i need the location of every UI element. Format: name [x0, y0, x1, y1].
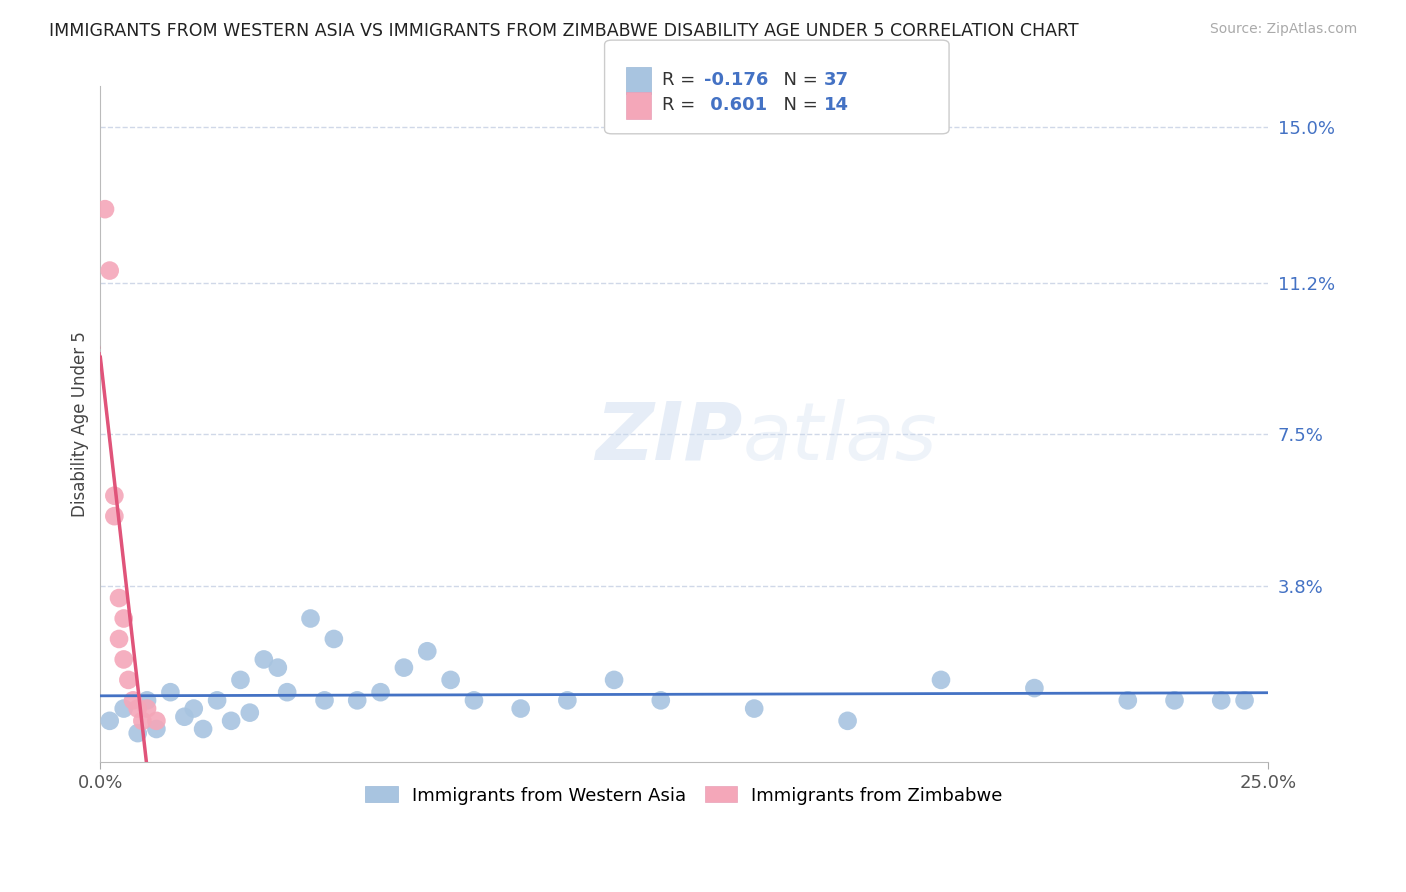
- Text: N =: N =: [772, 96, 824, 114]
- Point: [276, 685, 298, 699]
- Point: [1163, 693, 1185, 707]
- Point: [112, 701, 135, 715]
- Point: [1024, 681, 1046, 695]
- Point: [122, 693, 145, 707]
- Point: [136, 701, 159, 715]
- Point: [127, 701, 149, 715]
- Point: [108, 591, 131, 605]
- Text: 0.601: 0.601: [704, 96, 768, 114]
- Text: R =: R =: [662, 96, 702, 114]
- Point: [103, 489, 125, 503]
- Point: [98, 714, 121, 728]
- Point: [117, 673, 139, 687]
- Text: 37: 37: [824, 71, 849, 89]
- Point: [392, 660, 415, 674]
- Legend: Immigrants from Western Asia, Immigrants from Zimbabwe: Immigrants from Western Asia, Immigrants…: [356, 777, 1012, 814]
- Point: [229, 673, 252, 687]
- Point: [929, 673, 952, 687]
- Point: [346, 693, 368, 707]
- Point: [314, 693, 336, 707]
- Point: [159, 685, 181, 699]
- Point: [267, 660, 290, 674]
- Point: [370, 685, 392, 699]
- Text: R =: R =: [662, 71, 702, 89]
- Point: [145, 714, 167, 728]
- Point: [837, 714, 859, 728]
- Point: [1233, 693, 1256, 707]
- Text: 14: 14: [824, 96, 849, 114]
- Point: [183, 701, 205, 715]
- Point: [239, 706, 262, 720]
- Y-axis label: Disability Age Under 5: Disability Age Under 5: [72, 331, 89, 517]
- Point: [253, 652, 276, 666]
- Point: [173, 710, 195, 724]
- Point: [191, 722, 214, 736]
- Point: [416, 644, 439, 658]
- Point: [322, 632, 344, 646]
- Point: [463, 693, 485, 707]
- Point: [98, 263, 121, 277]
- Point: [145, 722, 167, 736]
- Text: IMMIGRANTS FROM WESTERN ASIA VS IMMIGRANTS FROM ZIMBABWE DISABILITY AGE UNDER 5 : IMMIGRANTS FROM WESTERN ASIA VS IMMIGRAN…: [49, 22, 1078, 40]
- Text: ZIP: ZIP: [595, 399, 742, 476]
- Point: [205, 693, 228, 707]
- Text: atlas: atlas: [742, 399, 938, 476]
- Point: [112, 611, 135, 625]
- Point: [1211, 693, 1233, 707]
- Text: N =: N =: [772, 71, 824, 89]
- Point: [131, 714, 153, 728]
- Point: [603, 673, 626, 687]
- Point: [1116, 693, 1139, 707]
- Point: [136, 693, 159, 707]
- Point: [509, 701, 531, 715]
- Point: [439, 673, 461, 687]
- Point: [94, 202, 117, 216]
- Point: [299, 611, 322, 625]
- Point: [112, 652, 135, 666]
- Point: [742, 701, 765, 715]
- Point: [650, 693, 672, 707]
- Point: [103, 509, 125, 524]
- Point: [127, 726, 149, 740]
- Text: -0.176: -0.176: [704, 71, 769, 89]
- Text: Source: ZipAtlas.com: Source: ZipAtlas.com: [1209, 22, 1357, 37]
- Point: [219, 714, 242, 728]
- Point: [557, 693, 579, 707]
- Point: [108, 632, 131, 646]
